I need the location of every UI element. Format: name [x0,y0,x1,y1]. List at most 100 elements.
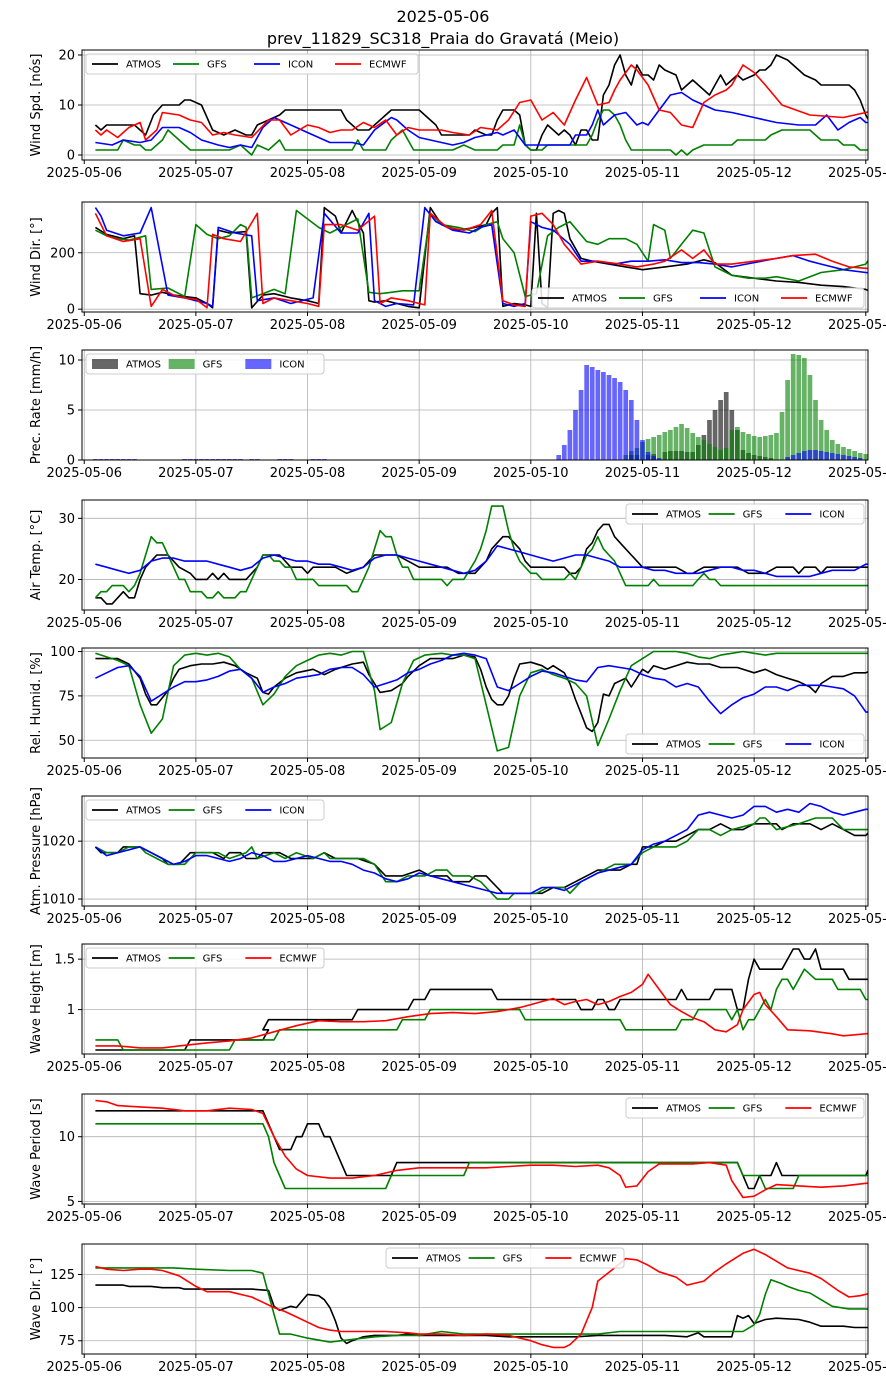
bar-gfs [679,424,684,460]
x-tick-label: 2025-05-06 [46,1060,122,1075]
bar-gfs [645,439,651,460]
x-tick-label: 2025-05-08 [270,764,346,779]
bar-icon [651,456,656,460]
axes-frame [81,499,869,611]
bar-icon [835,454,841,460]
y-tick-label: 200 [50,246,75,261]
legend-label: ATMOS [126,806,161,817]
x-tick-label: 2025-05-13 [828,912,886,927]
series-line-ecmwf [94,209,868,309]
legend-label: GFS [743,740,763,751]
legend-label: GFS [203,954,223,965]
axes-frame [81,349,869,461]
legend-label: ATMOS [666,510,701,521]
legend: ATMOS GFS ICON [85,353,325,375]
x-tick-label: 2025-05-09 [381,166,457,181]
figure-title: 2025-05-06 [396,7,490,26]
bar-gfs [729,430,735,460]
x-tick-label: 2025-05-10 [493,1210,569,1225]
legend-swatch [168,359,195,369]
legend-box [385,1247,625,1269]
legend: ATMOS GFS ECMWF [85,947,325,969]
legend-swatch [245,359,272,369]
bar-icon [841,455,846,460]
bar-gfs [802,358,807,460]
bar-icon [857,458,863,460]
bar-gfs [707,444,712,460]
x-tick-label: 2025-05-12 [716,616,792,631]
subplot-9: 2025-05-06 2025-05-07 2025-05-08 2025-05-09… [29,1243,886,1375]
x-tick-label: 2025-05-09 [381,1210,457,1225]
plot-area [94,54,868,156]
subplot-5: 2025-05-06 2025-05-07 2025-05-08 2025-05-09… [29,645,886,779]
y-tick-label: 100 [50,645,75,660]
y-axis-label: Atm. Pressure [hPa] [29,787,44,915]
x-tick-label: 2025-05-12 [716,1060,792,1075]
y-axis-label: Wind Dir. [°] [29,217,44,297]
bar-gfs [735,427,740,460]
legend-box [625,503,865,525]
y-tick-label: 5 [67,404,75,419]
bar-icon [617,382,623,460]
series-line-gfs [95,1267,868,1343]
bar-icon [606,375,612,460]
bar-icon [813,450,818,460]
bar-gfs [690,433,696,460]
axes-frame [81,1243,869,1355]
bar-gfs [785,380,790,460]
y-tick-label: 100 [50,1301,75,1316]
bar-gfs [807,375,813,460]
legend-label: ICON [819,740,844,751]
y-axis-label: Wave Dir. [°] [29,1258,44,1341]
bar-gfs [746,434,751,460]
bar-icon [818,451,824,460]
grid [82,1244,868,1354]
x-tick-label: 2025-05-13 [828,466,886,481]
y-tick-label: 1 [67,1003,75,1018]
x-tick-label: 2025-05-12 [716,1210,792,1225]
legend-label: ATMOS [126,954,161,965]
y-tick-label: 30 [58,512,75,527]
x-tick-label: 2025-05-11 [605,764,681,779]
legend: ATMOS GFS ECMWF [625,1097,865,1119]
x-tick-label: 2025-05-12 [716,318,792,333]
bar-gfs [857,453,863,460]
plot-area [95,1099,868,1199]
plot-area [94,802,868,900]
bar-icon [556,455,562,460]
legend-label: ICON [819,510,844,521]
x-tick-label: 2025-05-06 [46,1360,122,1375]
bar-gfs [852,451,857,460]
y-tick-label: 10 [58,1130,75,1145]
bar-icon [824,452,830,460]
x-tick-label: 2025-05-12 [716,912,792,927]
x-tick-label: 2025-05-09 [381,318,457,333]
bar-gfs [757,437,763,460]
x-tick-label: 2025-05-12 [716,764,792,779]
x-tick-label: 2025-05-07 [158,764,234,779]
bar-gfs [656,435,662,460]
x-tick-label: 2025-05-07 [158,616,234,631]
legend-label: ATMOS [126,360,161,371]
legend-label: ICON [734,294,759,305]
subplot-3: 2025-05-06 2025-05-07 2025-05-08 2025-05-09… [29,346,886,481]
legend-swatch [92,359,118,369]
y-axis-label: Prec. Rate [mm/h] [29,346,44,464]
bar-icon [807,450,813,460]
bar-gfs [863,454,868,460]
series-line-gfs [95,968,868,1051]
x-tick-label: 2025-05-08 [270,616,346,631]
series-line-gfs [95,1123,868,1190]
bar-gfs [740,432,746,460]
plot-area [94,505,868,605]
y-tick-label: 125 [50,1268,75,1283]
x-tick-label: 2025-05-13 [828,166,886,181]
x-tick-label: 2025-05-10 [493,1060,569,1075]
x-tick-label: 2025-05-13 [828,1360,886,1375]
x-tick-label: 2025-05-13 [828,318,886,333]
series-line-gfs [95,650,868,752]
series-line-icon [94,802,868,895]
x-tick-label: 2025-05-10 [493,764,569,779]
